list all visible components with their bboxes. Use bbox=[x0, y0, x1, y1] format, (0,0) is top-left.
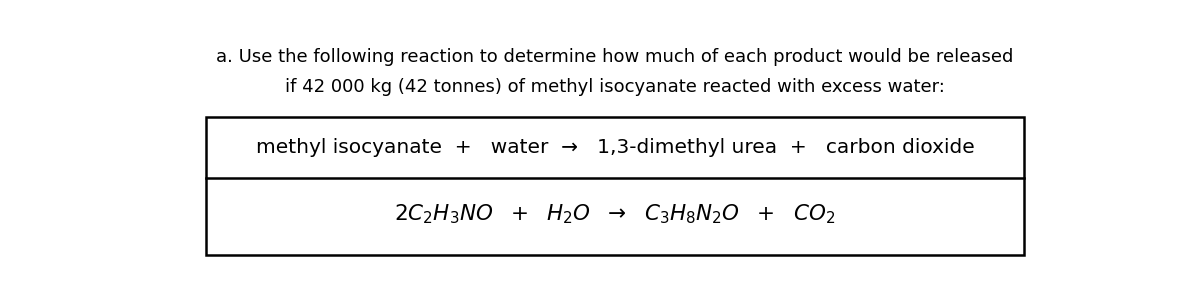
Text: if 42 000 kg (42 tonnes) of methyl isocyanate reacted with excess water:: if 42 000 kg (42 tonnes) of methyl isocy… bbox=[286, 77, 944, 96]
Text: $2C_2H_3NO\ \ +\ \ H_2O\ \ \rightarrow\ \ C_3H_8N_2O\ \ +\ \ CO_2$: $2C_2H_3NO\ \ +\ \ H_2O\ \ \rightarrow\ … bbox=[395, 203, 835, 226]
Text: methyl isocyanate  +   water  →   1,3-dimethyl urea  +   carbon dioxide: methyl isocyanate + water → 1,3-dimethyl… bbox=[256, 138, 974, 157]
Bar bbox=[206, 117, 1024, 255]
Text: a. Use the following reaction to determine how much of each product would be rel: a. Use the following reaction to determi… bbox=[216, 48, 1014, 66]
